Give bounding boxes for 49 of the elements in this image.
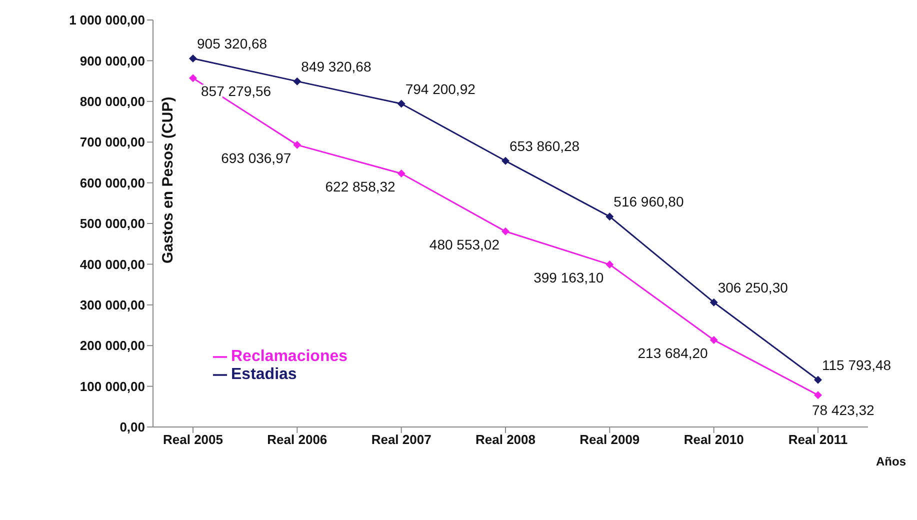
point xyxy=(814,391,822,400)
data-label: 653 860,28 xyxy=(510,138,580,154)
x-tick-label: Real 2009 xyxy=(580,432,640,448)
x-tick-label: Real 2005 xyxy=(163,432,223,448)
point xyxy=(397,169,406,178)
y-tick-label: 300 000,00 xyxy=(80,298,145,313)
data-label: 794 200,92 xyxy=(405,80,476,97)
point xyxy=(606,260,614,269)
data-label: 78 423,32 xyxy=(812,402,874,418)
y-tick-label: 400 000,00 xyxy=(80,256,145,272)
data-label: 849 320,68 xyxy=(301,58,372,74)
data-label: 516 960,80 xyxy=(614,194,684,210)
x-tick-label: Real 2011 xyxy=(788,432,848,448)
data-label: 480 553,02 xyxy=(429,236,500,252)
point xyxy=(502,156,510,165)
y-tick-label: 600 000,00 xyxy=(80,175,145,190)
y-axis-title: Gastos en Pesos (CUP) xyxy=(159,96,176,264)
y-tick-label: 800 000,00 xyxy=(80,94,145,110)
y-tick-label: 100 000,00 xyxy=(80,378,145,394)
y-tick-label: 900 000,00 xyxy=(80,53,145,68)
data-label: 622 858,32 xyxy=(325,178,396,194)
point xyxy=(189,74,197,82)
point xyxy=(606,212,614,221)
x-axis-title: Años xyxy=(876,454,906,468)
data-label: 399 163,10 xyxy=(534,270,604,286)
y-tick-label: 200 000,00 xyxy=(80,338,145,354)
point xyxy=(814,376,822,384)
x-tick-label: Real 2006 xyxy=(267,432,328,448)
data-label: 306 250,30 xyxy=(718,279,788,296)
x-tick-label: Real 2007 xyxy=(371,432,432,448)
point xyxy=(397,100,406,108)
point xyxy=(502,227,510,236)
data-label: 905 320,68 xyxy=(197,36,268,52)
point xyxy=(710,336,718,344)
point xyxy=(293,77,302,86)
legend-label: Estadias xyxy=(231,366,297,383)
point xyxy=(710,298,718,306)
data-label: 115 793,48 xyxy=(822,356,892,373)
point xyxy=(189,54,197,63)
data-label: 693 036,97 xyxy=(221,150,292,166)
legend-label: Reclamaciones xyxy=(231,348,348,365)
y-tick-label: 500 000,00 xyxy=(80,216,145,232)
point xyxy=(293,140,302,149)
y-tick-label: 1 000 000,00 xyxy=(69,12,145,28)
data-label: 213 684,20 xyxy=(638,345,708,362)
x-tick-label: Real 2008 xyxy=(476,432,536,448)
y-tick-label: 700 000,00 xyxy=(80,134,145,150)
x-tick-label: Real 2010 xyxy=(684,432,744,448)
y-tick-label: 0,00 xyxy=(120,420,145,435)
